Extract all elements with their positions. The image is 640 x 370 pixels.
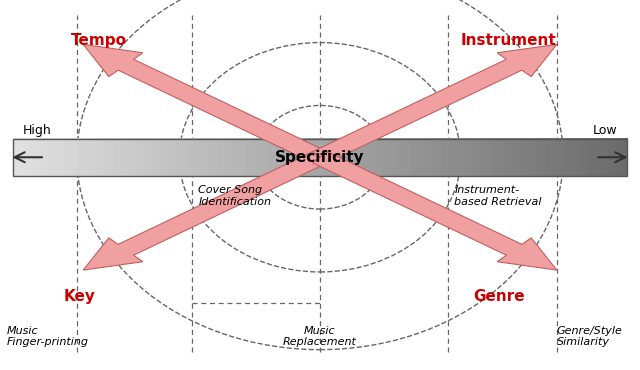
FancyArrow shape (312, 152, 557, 270)
FancyArrow shape (312, 44, 557, 163)
Text: Instrument-
based Retrieval: Instrument- based Retrieval (454, 185, 542, 206)
Text: High: High (22, 124, 51, 137)
Text: Cover Song
Identification: Cover Song Identification (198, 185, 271, 206)
Text: Music
Replacement: Music Replacement (283, 326, 357, 347)
Bar (13, 139, 627, 176)
Text: Genre/Style
Similarity: Genre/Style Similarity (557, 326, 623, 347)
FancyArrow shape (83, 152, 328, 270)
Text: Specificity: Specificity (275, 150, 365, 165)
Text: Low: Low (593, 124, 618, 137)
Text: Tempo: Tempo (70, 33, 127, 48)
Text: Genre: Genre (474, 289, 525, 304)
Text: Music
Finger-printing: Music Finger-printing (6, 326, 88, 347)
Text: Key: Key (64, 289, 96, 304)
Text: Instrument: Instrument (461, 33, 557, 48)
FancyArrow shape (83, 44, 328, 163)
